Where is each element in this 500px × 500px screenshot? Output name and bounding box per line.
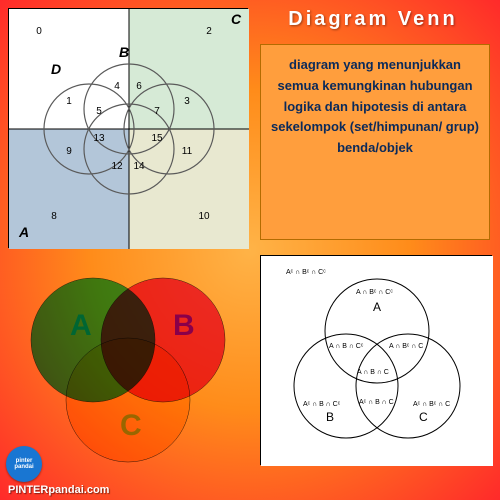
svg-text:A: A (373, 300, 381, 314)
svg-text:2: 2 (206, 26, 212, 37)
svg-text:11: 11 (182, 146, 193, 157)
svg-text:12: 12 (111, 161, 123, 172)
svg-text:A ∩ Bᶜ ∩ Cᶜ: A ∩ Bᶜ ∩ Cᶜ (356, 289, 393, 296)
svg-text:C: C (231, 11, 242, 27)
svg-text:14: 14 (133, 161, 145, 172)
svg-text:A ∩ B ∩ Cᶜ: A ∩ B ∩ Cᶜ (329, 343, 364, 350)
svg-text:Aᶜ ∩ B ∩ C: Aᶜ ∩ B ∩ C (359, 399, 394, 406)
svg-text:4: 4 (114, 81, 120, 92)
svg-text:1: 1 (66, 96, 72, 107)
svg-text:Aᶜ ∩ Bᶜ ∩ Cᶜ: Aᶜ ∩ Bᶜ ∩ Cᶜ (286, 269, 326, 276)
svg-text:10: 10 (198, 211, 210, 222)
svg-text:0: 0 (36, 26, 42, 37)
footer-site: PINTERpandai.com (8, 484, 109, 496)
logo-text: pinter pandai (6, 458, 42, 470)
site-logo: pinter pandai (6, 446, 42, 482)
svg-text:3: 3 (184, 96, 190, 107)
svg-text:A: A (18, 224, 29, 240)
main-title: Diagram Venn (258, 8, 488, 31)
svg-text:B: B (173, 309, 195, 342)
svg-text:C: C (419, 410, 428, 424)
svg-text:D: D (51, 61, 61, 77)
svg-text:8: 8 (51, 211, 57, 222)
svg-text:C: C (120, 409, 142, 442)
panel-3color-venn: A B C (8, 255, 248, 475)
svg-text:B: B (326, 410, 334, 424)
panel-3formula-venn: A B C Aᶜ ∩ Bᶜ ∩ Cᶜ A ∩ Bᶜ ∩ Cᶜ Aᶜ ∩ B ∩ Cᶜ Aᶜ … (260, 255, 492, 465)
description-box: diagram yang menunjukkan semua kemungkin… (260, 44, 490, 240)
panel-4set-venn: 0123456789101112131415ABCD (8, 8, 248, 248)
svg-text:6: 6 (136, 81, 142, 92)
svg-text:Aᶜ ∩ Bᶜ ∩ C: Aᶜ ∩ Bᶜ ∩ C (413, 401, 450, 408)
svg-text:A ∩ Bᶜ ∩ C: A ∩ Bᶜ ∩ C (389, 343, 423, 350)
infographic-root: Diagram Venn diagram yang menunjukkan se… (0, 0, 500, 500)
svg-text:B: B (119, 44, 129, 60)
svg-text:A: A (70, 309, 92, 342)
svg-text:9: 9 (66, 146, 72, 157)
svg-text:Aᶜ ∩ B ∩ Cᶜ: Aᶜ ∩ B ∩ Cᶜ (303, 401, 341, 408)
svg-text:15: 15 (151, 133, 163, 144)
svg-text:7: 7 (154, 106, 160, 117)
svg-text:A ∩ B ∩ C: A ∩ B ∩ C (357, 369, 389, 376)
svg-text:13: 13 (93, 133, 105, 144)
svg-text:5: 5 (96, 106, 102, 117)
